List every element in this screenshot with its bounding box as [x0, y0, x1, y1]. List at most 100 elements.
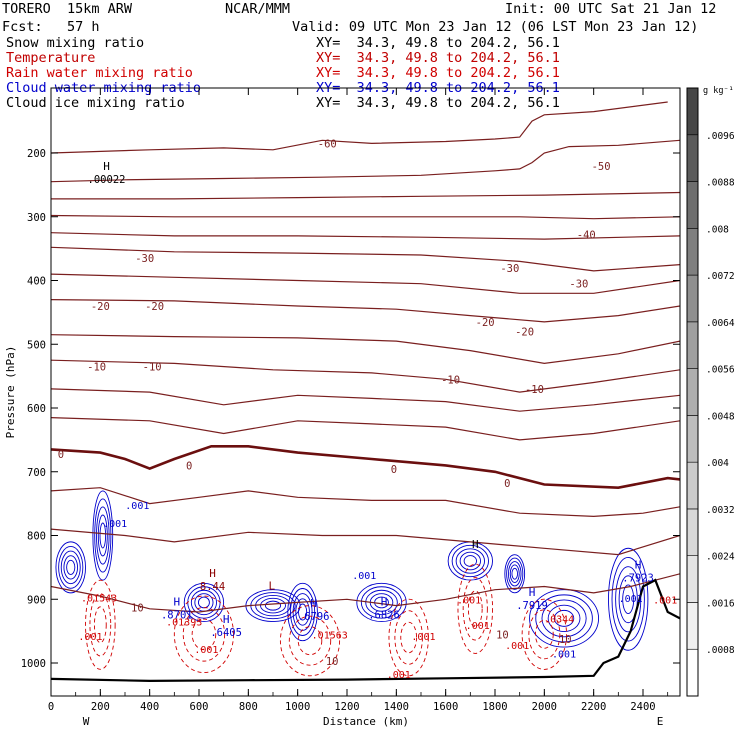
- cloud-water-contour: [504, 554, 526, 594]
- rain-water-contour: [191, 618, 217, 651]
- colorbar-tick-label: .0016: [706, 598, 735, 609]
- isotherm-label: -30: [500, 263, 519, 275]
- y-tick-label: 500: [27, 339, 46, 351]
- colorbar-swatch: [686, 555, 699, 603]
- colorbar-swatch: [686, 508, 699, 556]
- cloud-water-contour: [511, 567, 518, 580]
- isotherm-line: [51, 359, 680, 393]
- colorbar-tick-label: .0024: [706, 552, 735, 563]
- colorbar-tick-label: .0008: [706, 645, 735, 656]
- cloud-water-contour: [529, 589, 600, 648]
- isotherm-label: -30: [135, 253, 154, 265]
- rain-water-contour: [462, 577, 488, 641]
- rain-water-contour: [93, 606, 107, 644]
- contour-value-label: .001: [194, 645, 218, 656]
- cloud-water-contour: [287, 582, 318, 642]
- cloud-water-contour: [290, 588, 316, 636]
- x-tick-label: 400: [140, 701, 159, 713]
- isotherm-label: 10: [326, 656, 339, 668]
- contour-value-label: .001: [125, 501, 149, 512]
- isotherm-label: -20: [515, 327, 534, 339]
- colorbar-tick-label: .004: [706, 458, 729, 469]
- rain-water-contour: [534, 619, 554, 649]
- rain-water-contour: [467, 590, 483, 628]
- isotherm-label: 10: [496, 629, 509, 641]
- isotherm-label: -20: [145, 301, 164, 313]
- y-axis-label: Pressure (hPa): [4, 346, 17, 439]
- y-tick-label: 600: [27, 403, 46, 415]
- isotherm-line: [51, 191, 680, 200]
- valid-time: Valid: 09 UTC Mon 23 Jan 12 (06 LST Mon …: [292, 19, 699, 35]
- rain-water-contour: [85, 579, 116, 670]
- x-axis: 0 200 400 600 800 1000 1200 1400 1600 1800 2000 220…: [48, 88, 669, 713]
- colorbar-tick-label: .0056: [706, 365, 735, 376]
- x-tick-label: 800: [239, 701, 258, 713]
- colorbar-swatch: [686, 415, 699, 463]
- isotherm-line: [51, 232, 680, 240]
- cloud-water-contour: [535, 594, 593, 643]
- cloud-water-contour: [183, 582, 225, 622]
- cloud-water-contour: [506, 557, 524, 590]
- x-tick-label: 0: [48, 701, 54, 713]
- rain-water-contour: [297, 626, 323, 656]
- isotherm-line: [51, 573, 680, 613]
- rain-water-contour: [173, 595, 234, 674]
- center-label: NCAR/MMM: [225, 1, 291, 17]
- x-tick-label: 1600: [433, 701, 458, 713]
- y-tick-label: 800: [27, 531, 46, 543]
- x-tick-label: 1200: [334, 701, 359, 713]
- colorbar-unit-label: g kg⁻¹: [703, 86, 734, 96]
- extremum-value: .7923: [622, 573, 654, 585]
- x-tick-label: 200: [91, 701, 110, 713]
- cloud-water-contour: [190, 589, 217, 616]
- y-tick-label: 400: [27, 276, 46, 288]
- cloud-water-contour: [264, 600, 282, 611]
- cloud-water-contour: [94, 498, 112, 573]
- contour-value-label: .001: [387, 670, 411, 681]
- rain-water-contour: [521, 598, 567, 670]
- x-tick-label: 1800: [482, 701, 507, 713]
- colorbar-swatch: [686, 87, 699, 136]
- temperature-isotherms: [51, 101, 680, 613]
- contour-value-label: .01563: [312, 630, 348, 641]
- contour-value-label: .001: [78, 632, 102, 643]
- colorbar-swatch: [686, 602, 699, 650]
- colorbar-tick-label: .008: [706, 224, 729, 235]
- x-tick-label: 2000: [532, 701, 557, 713]
- isotherm-label: 0: [186, 460, 192, 472]
- isotherm-line: [51, 246, 680, 272]
- colorbar-tick-label: .0032: [706, 505, 735, 516]
- contour-value-label: .001: [352, 571, 376, 582]
- rain-water-contour: [288, 615, 332, 666]
- rain-water-contours: [85, 563, 567, 677]
- contour-value-label: .001: [103, 519, 127, 530]
- forecast-hour: Fcst: 57 h: [2, 19, 100, 35]
- isotherm-label: -40: [577, 230, 596, 242]
- field-xy-rain: XY= 34.3, 49.8 to 204.2, 56.1: [316, 65, 560, 81]
- cloud-water-contour: [58, 546, 84, 589]
- field-name-temperature: Temperature: [6, 50, 96, 66]
- isotherm-label: -20: [476, 317, 495, 329]
- colorbar-swatch: [686, 461, 699, 510]
- cloud-water-contour: [615, 566, 642, 633]
- cloud-water-contour: [507, 561, 522, 587]
- extremum-letter: H: [635, 559, 642, 572]
- cloud-water-contour: [459, 551, 481, 571]
- field-name-rain: Rain water mixing ratio: [6, 65, 193, 81]
- colorbar-tick-label: .0064: [706, 318, 735, 329]
- isotherm-label: 0: [391, 464, 397, 476]
- colorbar: .0008 .0016 .0024 .0032 .004 .0048 .0056 .0064.…: [686, 86, 735, 697]
- extremum-value: .00022: [88, 174, 126, 186]
- contour-value-label: .001: [653, 595, 677, 606]
- rain-water-contour: [394, 610, 423, 665]
- colorbar-swatch: [686, 181, 699, 229]
- cloud-water-contour: [60, 550, 81, 585]
- contour-value-label: .001: [466, 621, 490, 632]
- contour-value-label: .01393: [166, 618, 202, 629]
- y-tick-label: 200: [27, 148, 46, 160]
- cloud-water-contour: [611, 557, 645, 642]
- extremum-value: .7919: [516, 600, 548, 612]
- cloud-water-contour: [63, 555, 78, 580]
